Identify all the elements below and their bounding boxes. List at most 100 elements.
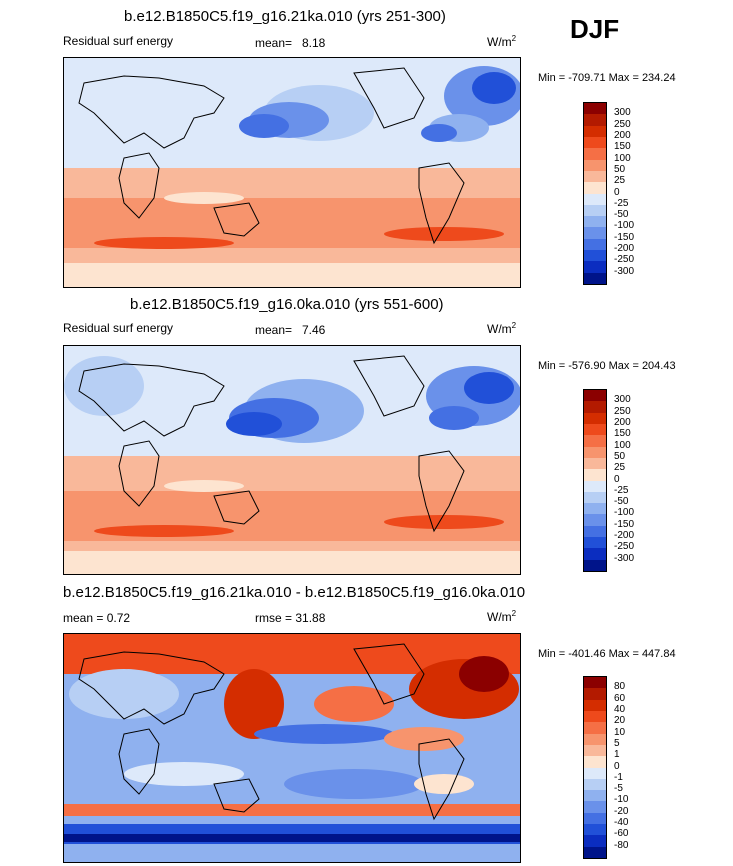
panel3-cbar-label: -40 bbox=[614, 817, 629, 829]
panel3-title: b.e12.B1850C5.f19_g16.21ka.010 - b.e12.B… bbox=[63, 584, 526, 601]
colorbar-swatch bbox=[584, 846, 606, 858]
panel1-map bbox=[63, 57, 521, 288]
colorbar-swatch bbox=[584, 688, 606, 700]
colorbar-swatch bbox=[584, 114, 606, 126]
panel3-colorbar bbox=[583, 676, 607, 859]
panel2-cbar-label: 25 bbox=[614, 462, 626, 474]
panel2-mean-value: 7.46 bbox=[302, 323, 326, 337]
panel1-units-base: W/m bbox=[487, 35, 512, 49]
panel1-cbar-label: 25 bbox=[614, 175, 626, 187]
colorbar-swatch bbox=[584, 733, 606, 745]
panel2-cbar-label: 150 bbox=[614, 428, 631, 440]
panel1-cbar-label: -100 bbox=[614, 220, 635, 232]
colorbar-swatch bbox=[584, 525, 606, 538]
colorbar-swatch bbox=[584, 423, 606, 436]
colorbar-swatch bbox=[584, 435, 606, 447]
panel3-rmse: rmse = 31.88 bbox=[255, 611, 326, 625]
colorbar-swatch bbox=[584, 159, 606, 171]
colorbar-swatch bbox=[584, 412, 606, 424]
panel2-cbar-label: 200 bbox=[614, 416, 631, 428]
panel2-units: W/m2 bbox=[487, 321, 516, 336]
panel2-title: b.e12.B1850C5.f19_g16.0ka.010 (yrs 551-6… bbox=[130, 296, 444, 313]
panel3-cbar-label: 80 bbox=[614, 681, 626, 693]
colorbar-swatch bbox=[584, 469, 606, 481]
panel1-cbar-label: 100 bbox=[614, 152, 631, 164]
colorbar-swatch bbox=[584, 503, 606, 515]
panel1-title: b.e12.B1850C5.f19_g16.21ka.010 (yrs 251-… bbox=[124, 8, 446, 25]
panel3-cbar-label: 40 bbox=[614, 703, 626, 715]
panel3-cbar-label: -80 bbox=[614, 839, 629, 851]
panel1-cbar-label: 300 bbox=[614, 107, 631, 119]
panel2-cbar-label: -25 bbox=[614, 484, 629, 496]
panel1-variable-label: Residual surf energy bbox=[63, 34, 174, 48]
panel3-cbar-label: 5 bbox=[614, 737, 620, 749]
panel1-units: W/m2 bbox=[487, 34, 516, 49]
panel3-cbar-label: -5 bbox=[614, 783, 623, 795]
season-label: DJF bbox=[570, 14, 620, 44]
panel3-cbar-label: -1 bbox=[614, 771, 623, 783]
panel2-units-exp: 2 bbox=[511, 321, 517, 330]
colorbar-swatch bbox=[584, 250, 606, 262]
colorbar-swatch bbox=[584, 227, 606, 239]
panel2-cbar-label: -150 bbox=[614, 518, 635, 530]
colorbar-swatch bbox=[584, 835, 606, 847]
colorbar-swatch bbox=[584, 480, 606, 492]
panel1-mean-label: mean= bbox=[255, 36, 293, 50]
colorbar-swatch bbox=[584, 261, 606, 273]
panel2-units-base: W/m bbox=[487, 322, 512, 336]
panel2-variable-label: Residual surf energy bbox=[63, 321, 174, 335]
colorbar-swatch bbox=[584, 537, 606, 549]
panel1-cbar-label: -200 bbox=[614, 243, 635, 255]
panel1-cbar-label: 50 bbox=[614, 163, 626, 175]
panel1-cbar-label: 250 bbox=[614, 118, 631, 130]
panel1-cbar-label: 0 bbox=[614, 186, 620, 198]
panel3-units: W/m2 bbox=[487, 609, 516, 624]
colorbar-swatch bbox=[584, 790, 606, 802]
colorbar-swatch bbox=[584, 767, 606, 779]
panel3-cbar-label: 10 bbox=[614, 726, 626, 738]
panel2-cbar-label: -200 bbox=[614, 530, 635, 542]
colorbar-swatch bbox=[584, 272, 606, 284]
panel1-cbar-label: -25 bbox=[614, 197, 629, 209]
panel2-cbar-label: 0 bbox=[614, 473, 620, 485]
panel2-cbar-label: 100 bbox=[614, 439, 631, 451]
colorbar-swatch bbox=[584, 744, 606, 757]
colorbar-swatch bbox=[584, 710, 606, 723]
panel3-cbar-label: 1 bbox=[614, 749, 620, 761]
panel3-units-base: W/m bbox=[487, 610, 512, 624]
panel3-cbar-label: 0 bbox=[614, 760, 620, 772]
colorbar-swatch bbox=[584, 182, 606, 194]
panel2-cbar-label: 50 bbox=[614, 450, 626, 462]
panel1-cbar-label: 150 bbox=[614, 141, 631, 153]
panel2-map bbox=[63, 345, 521, 575]
colorbar-swatch bbox=[584, 103, 606, 115]
colorbar-swatch bbox=[584, 446, 606, 458]
colorbar-swatch bbox=[584, 193, 606, 205]
colorbar-swatch bbox=[584, 216, 606, 228]
colorbar-swatch bbox=[584, 559, 606, 571]
panel2-minmax: Min = -576.90 Max = 204.43 bbox=[538, 360, 676, 372]
panel1-cbar-label: -300 bbox=[614, 265, 635, 277]
panel2-colorbar bbox=[583, 389, 607, 572]
colorbar-swatch bbox=[584, 136, 606, 149]
panel1-minmax: Min = -709.71 Max = 234.24 bbox=[538, 72, 676, 84]
colorbar-swatch bbox=[584, 824, 606, 836]
panel3-cbar-label: -10 bbox=[614, 794, 629, 806]
colorbar-swatch bbox=[584, 812, 606, 825]
panel3-map-svg bbox=[64, 634, 520, 862]
colorbar-swatch bbox=[584, 238, 606, 251]
panel2-cbar-label: 250 bbox=[614, 405, 631, 417]
panel1-cbar-label: -50 bbox=[614, 209, 629, 221]
panel3-map bbox=[63, 633, 521, 863]
panel2-cbar-label: -250 bbox=[614, 541, 635, 553]
panel1-cbar-label: -250 bbox=[614, 254, 635, 266]
colorbar-swatch bbox=[584, 390, 606, 402]
panel3-minmax: Min = -401.46 Max = 447.84 bbox=[538, 648, 676, 660]
panel2-mean-label: mean= bbox=[255, 323, 293, 337]
panel2-cbar-label: -100 bbox=[614, 507, 635, 519]
colorbar-swatch bbox=[584, 548, 606, 560]
colorbar-swatch bbox=[584, 170, 606, 183]
panel3-mean: mean = 0.72 bbox=[63, 611, 131, 625]
panel1-cbar-label: 200 bbox=[614, 129, 631, 141]
panel1-cbar-label: -150 bbox=[614, 231, 635, 243]
